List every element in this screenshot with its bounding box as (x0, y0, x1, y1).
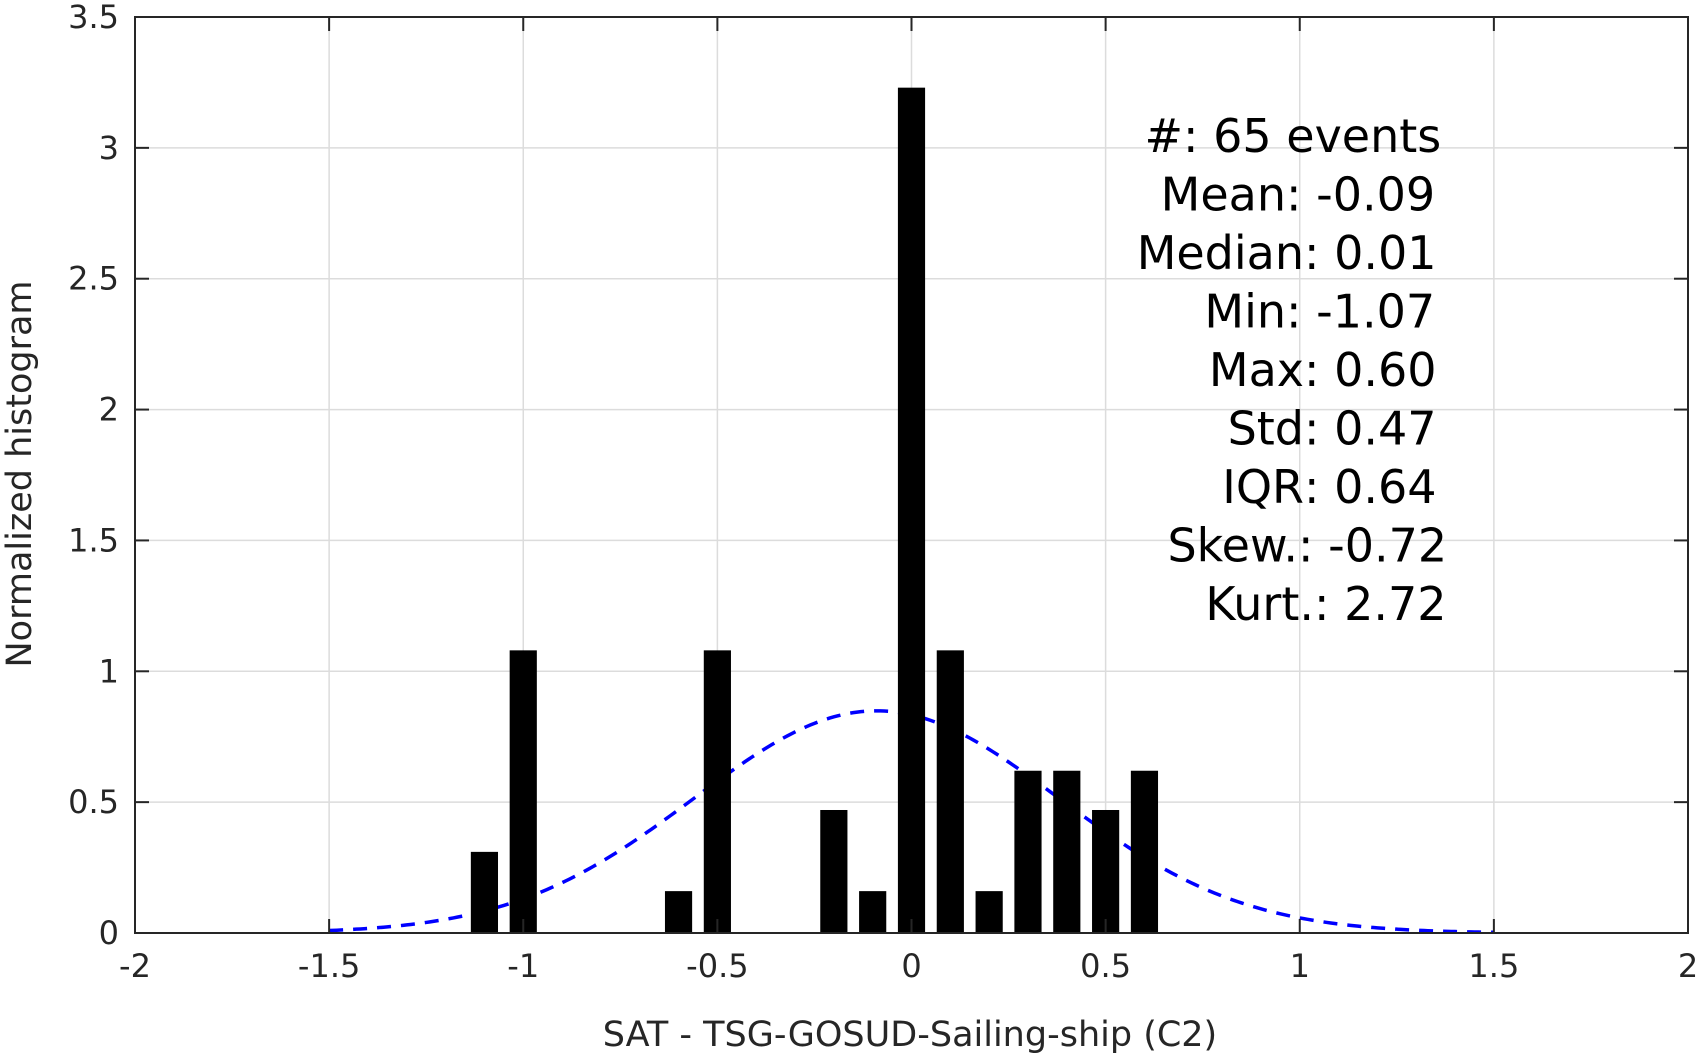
histogram-bar (820, 810, 847, 933)
histogram-bar (859, 891, 886, 933)
histogram-chart: -2 -1.5 -1 -0.5 0 0.5 1 1.5 2 0 0.5 1 1.5 2 2.5 3 3.5 #… (0, 0, 1703, 1056)
x-axis-label: SAT - TSG-GOSUD-Sailing-ship (C2) (603, 1015, 1217, 1055)
y-tick-label: 0 (99, 914, 119, 952)
y-axis-ticks: 0 0.5 1 1.5 2 2.5 3 3.5 (68, 0, 1688, 952)
x-tick-label: 0.5 (1080, 947, 1131, 985)
x-tick-label: 2 (1678, 947, 1698, 985)
x-tick-label: -1 (507, 947, 539, 985)
stat-value: : -0.72 (1298, 519, 1447, 573)
y-tick-label: 3 (99, 129, 119, 167)
y-tick-label: 2.5 (68, 260, 119, 298)
stat-label: Skew. (1167, 519, 1298, 573)
histogram-bar (471, 852, 498, 933)
x-tick-label: 1.5 (1468, 947, 1519, 985)
stat-label: Median (1137, 226, 1304, 280)
x-tick-label: -2 (119, 947, 151, 985)
histogram-bar (1053, 771, 1080, 933)
stat-label: Std (1228, 402, 1304, 456)
x-tick-label: 0 (901, 947, 921, 985)
stat-value: : 0.01 (1304, 226, 1437, 280)
stat-value: : 0.60 (1304, 343, 1437, 397)
x-tick-label: 1 (1290, 947, 1310, 985)
y-tick-label: 2 (99, 391, 119, 429)
y-tick-label: 1.5 (68, 521, 119, 559)
stat-label: # (1144, 109, 1183, 163)
histogram-bar (1131, 771, 1158, 933)
histogram-bars (471, 88, 1158, 933)
stat-label: Max (1209, 343, 1304, 397)
stat-value: : -0.09 (1286, 168, 1435, 222)
y-tick-label: 1 (99, 652, 119, 690)
stat-value: : 0.64 (1304, 460, 1437, 514)
histogram-bar (510, 650, 537, 933)
stat-label: Mean (1161, 168, 1286, 222)
histogram-bar (1014, 771, 1041, 933)
stat-label: Kurt. (1205, 577, 1314, 631)
stat-value: : -1.07 (1286, 285, 1435, 339)
stat-label: Min (1204, 285, 1286, 339)
x-tick-label: -0.5 (686, 947, 748, 985)
stat-value: : 65 events (1183, 109, 1441, 163)
histogram-bar (937, 650, 964, 933)
y-axis-label: Normalized histogram (0, 280, 40, 667)
stat-value: : 0.47 (1304, 402, 1437, 456)
y-tick-label: 0.5 (68, 783, 119, 821)
x-tick-label: -1.5 (298, 947, 360, 985)
histogram-bar (665, 891, 692, 933)
histogram-bar (704, 650, 731, 933)
stat-value: : 2.72 (1314, 577, 1447, 631)
histogram-bar (1092, 810, 1119, 933)
stat-label: IQR (1222, 460, 1304, 514)
histogram-bar (976, 891, 1003, 933)
y-tick-label: 3.5 (68, 0, 119, 36)
histogram-bar (898, 88, 925, 933)
